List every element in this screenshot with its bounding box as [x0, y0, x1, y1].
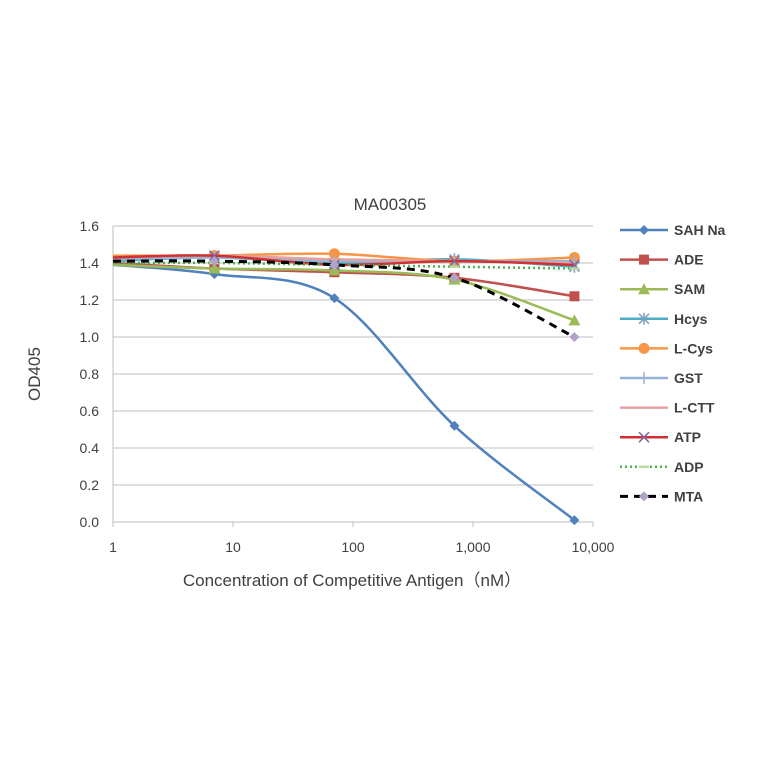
marker-circle: [328, 248, 340, 260]
legend-item: ADP: [620, 459, 704, 475]
marker-star: [638, 312, 650, 325]
y-tick-label: 0.6: [80, 403, 100, 419]
legend-item: SAM: [620, 281, 705, 297]
y-tick-label: 0.4: [80, 440, 100, 456]
legend-item: ADE: [620, 252, 704, 268]
legend-item: L-CTT: [620, 400, 715, 416]
marker-square: [569, 291, 580, 302]
y-tick-label: 0.8: [80, 366, 100, 382]
legend-label: ADE: [674, 252, 704, 268]
legend-item: GST: [620, 370, 703, 386]
marker-triangle: [208, 262, 221, 274]
y-tick-label: 1.0: [80, 329, 100, 345]
marker-triangle: [638, 283, 650, 295]
legend-label: GST: [674, 370, 703, 386]
x-axis-label: Concentration of Competitive Antigen（nM）: [183, 571, 521, 590]
x-tick-label: 1: [109, 539, 117, 555]
y-tick-label: 0.2: [80, 477, 100, 493]
marker-triangle: [568, 314, 581, 326]
x-tick-label: 1,000: [455, 539, 490, 555]
x-tick-label: 10,000: [572, 539, 615, 555]
marker-diamond: [209, 256, 220, 267]
y-tick-label: 0.0: [80, 514, 100, 530]
legend-label: ATP: [674, 429, 701, 445]
y-tick-label: 1.4: [80, 255, 100, 271]
legend-item: L-Cys: [620, 340, 713, 356]
marker-diamond: [449, 420, 460, 431]
chart-title: MA00305: [354, 195, 427, 214]
legend-label: SAM: [674, 281, 705, 297]
legend-label: ADP: [674, 459, 704, 475]
legend-item: ATP: [620, 429, 701, 445]
marker-diamond: [329, 293, 340, 304]
legend-label: L-Cys: [674, 340, 713, 356]
marker-diamond: [569, 515, 580, 526]
x-tick-label: 100: [341, 539, 365, 555]
series-mta: [112, 256, 580, 342]
y-tick-label: 1.6: [80, 218, 100, 234]
marker-circle: [638, 342, 650, 354]
marker-square: [639, 254, 649, 265]
legend-label: Hcys: [674, 311, 708, 327]
series-sah-na: [112, 263, 580, 526]
legend-label: SAH Na: [674, 222, 726, 238]
x-tick-label: 10: [225, 539, 241, 555]
marker-diamond: [449, 272, 460, 283]
series-line: [112, 263, 576, 522]
legend-label: L-CTT: [674, 400, 715, 416]
marker-x: [638, 431, 650, 443]
marker-x: [448, 255, 460, 267]
marker-diamond: [639, 225, 649, 235]
marker-diamond: [329, 259, 340, 270]
legend-item: MTA: [620, 488, 703, 504]
y-axis-label: OD405: [25, 347, 44, 401]
y-tick-label: 1.2: [80, 292, 100, 308]
marker-triangle: [328, 264, 341, 276]
marker-diamond: [569, 332, 580, 342]
marker-diamond: [639, 491, 649, 502]
series-sam: [112, 262, 581, 326]
legend-item: Hcys: [620, 311, 708, 327]
marker-x: [208, 250, 220, 262]
legend-item: SAH Na: [620, 222, 726, 238]
legend-label: MTA: [674, 488, 703, 504]
